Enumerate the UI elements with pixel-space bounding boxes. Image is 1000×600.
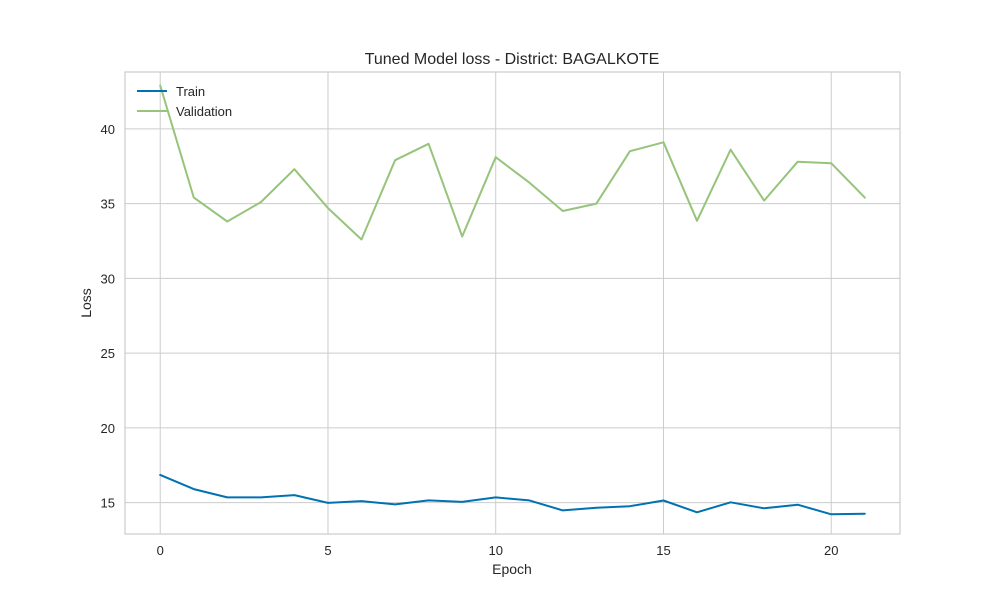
x-tick-label: 20 [824, 543, 838, 558]
y-tick-label: 15 [101, 496, 115, 511]
y-tick-labels: 15 20 25 30 35 40 [101, 122, 115, 511]
plot-area [125, 72, 900, 534]
legend-validation-label: Validation [176, 104, 232, 119]
plot-frame [124, 71, 901, 535]
y-tick-label: 30 [101, 271, 115, 286]
x-tick-label: 0 [157, 543, 164, 558]
legend: Train Validation [137, 84, 232, 119]
series-lines [159, 84, 866, 516]
x-tick-label: 10 [488, 543, 502, 558]
y-tick-label: 40 [101, 122, 115, 137]
chart-title: Tuned Model loss - District: BAGALKOTE [365, 51, 660, 68]
y-tick-label: 25 [101, 346, 115, 361]
series-line-validation [159, 84, 866, 241]
x-tick-label: 5 [324, 543, 331, 558]
y-axis-label: Loss [78, 288, 94, 318]
grid-lines [125, 72, 900, 534]
series-line-train [159, 473, 866, 516]
y-tick-label: 20 [101, 421, 115, 436]
y-tick-label: 35 [101, 197, 115, 212]
x-axis-label: Epoch [492, 561, 532, 577]
x-tick-labels: 0 5 10 15 20 [157, 543, 839, 558]
x-tick-label: 15 [656, 543, 670, 558]
legend-train-label: Train [176, 84, 205, 99]
